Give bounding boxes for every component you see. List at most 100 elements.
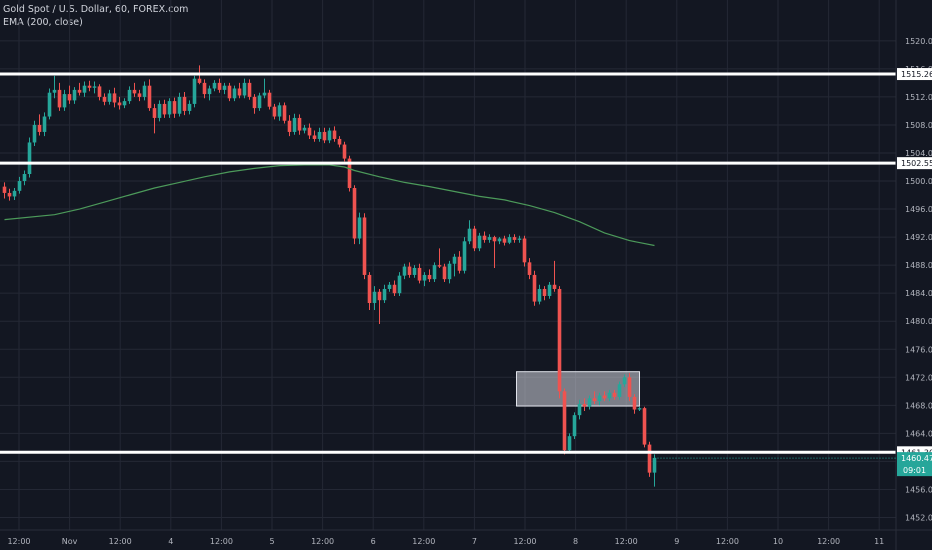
candle-body (157, 103, 162, 118)
y-tick-label: 1496.00 (905, 205, 932, 214)
candle-body (512, 237, 517, 240)
candle-body (547, 284, 552, 296)
candle-body (92, 86, 97, 88)
candle-body (647, 444, 652, 473)
x-tick-label: 12:00 (210, 537, 233, 546)
candle-body (392, 284, 397, 294)
candle-body (357, 217, 362, 239)
candle-body (27, 142, 32, 175)
y-tick-label: 1520.00 (905, 37, 932, 46)
candle-body (412, 267, 417, 275)
x-tick-label: 11 (874, 537, 884, 546)
candle-body (82, 85, 87, 93)
x-tick-label: 12:00 (412, 537, 435, 546)
time-axis[interactable]: 12:00 Nov 12:00 4 12:00 5 12:00 6 12:00 7 12:00 8 12… (0, 529, 932, 546)
candle-body (117, 102, 122, 106)
candle-body (227, 85, 232, 99)
candle-body (377, 291, 382, 301)
candle-body (222, 85, 227, 90)
candle-body (272, 106, 277, 117)
candle-body (332, 130, 337, 139)
candle-body (252, 96, 257, 109)
candle-body (372, 291, 377, 303)
y-tick-label: 1480.00 (905, 317, 932, 326)
candle-body (197, 78, 202, 83)
symbol-label[interactable]: Gold Spot / U.S. Dollar, 60, FOREX.com (3, 4, 189, 15)
candle-body (387, 284, 392, 289)
candle-body (282, 105, 287, 121)
candle-body (452, 256, 457, 264)
candle-body (627, 377, 632, 397)
candle-body (102, 96, 107, 102)
y-tick-label: 1472.00 (905, 373, 932, 382)
candle-body (442, 266, 447, 280)
x-tick-label: 9 (674, 537, 679, 546)
candle-body (297, 117, 302, 131)
candle-body (432, 265, 437, 280)
y-tick-label: 1452.00 (905, 514, 932, 523)
candle-body (257, 95, 262, 109)
x-tick-label: Nov (62, 537, 78, 546)
candle-body (552, 284, 557, 289)
candle-body (287, 120, 292, 132)
candle-body (577, 403, 582, 416)
indicator-label[interactable]: EMA (200, close) (3, 17, 83, 28)
countdown-label: 09:01 (903, 466, 926, 475)
candle-body (347, 158, 352, 189)
candle-body (37, 124, 42, 132)
x-tick-label: 12:00 (7, 537, 30, 546)
candle-body (567, 436, 572, 451)
x-tick-label: 12:00 (311, 537, 334, 546)
candle-body (2, 186, 7, 193)
x-tick-label: 12:00 (109, 537, 132, 546)
candle-body (77, 89, 82, 93)
candle-body (147, 85, 152, 109)
candle-body (62, 94, 67, 108)
candle-body (492, 237, 497, 242)
candle-body (527, 262, 532, 275)
candle-body (202, 82, 207, 95)
candle-body (557, 288, 562, 392)
candle-body (572, 415, 577, 437)
x-tick-label: 6 (371, 537, 376, 546)
ema-line-group (4, 164, 655, 247)
y-tick-label: 1492.00 (905, 233, 932, 242)
candle-body (12, 190, 17, 197)
candle-body (22, 174, 27, 182)
candle-body (652, 457, 657, 473)
candle-body (437, 265, 442, 267)
x-tick-label: 10 (773, 537, 783, 546)
candle-body (602, 395, 607, 399)
candle-body (32, 124, 37, 143)
candle-body (397, 275, 402, 294)
candle-body (427, 274, 432, 280)
candle-body (47, 92, 52, 117)
candle-body (212, 82, 217, 89)
candle-body (352, 188, 357, 239)
x-tick-label: 8 (573, 537, 578, 546)
candle-body (632, 396, 637, 410)
candle-body (207, 88, 212, 95)
candle-body (142, 85, 147, 97)
price-axis[interactable]: 1452.001456.001460.001464.001468.001472.… (895, 0, 932, 550)
candle-body (172, 101, 177, 114)
candle-body (477, 235, 482, 249)
y-tick-label: 1500.00 (905, 177, 932, 186)
y-tick-label: 1512.00 (905, 93, 932, 102)
x-tick-label: 4 (168, 537, 173, 546)
candle-body (122, 101, 127, 106)
candle-body (217, 82, 222, 90)
ema-line (4, 164, 655, 247)
candle-body (247, 82, 252, 97)
candle-body (522, 238, 527, 263)
x-tick-label: 12:00 (513, 537, 536, 546)
candle-body (417, 267, 422, 281)
candle-body (382, 288, 387, 301)
candle-body (192, 78, 197, 104)
candle-body (592, 398, 597, 402)
candle-body (342, 144, 347, 159)
candle-body (237, 88, 242, 96)
x-tick-label: 12:00 (615, 537, 638, 546)
candle-body (7, 192, 12, 197)
